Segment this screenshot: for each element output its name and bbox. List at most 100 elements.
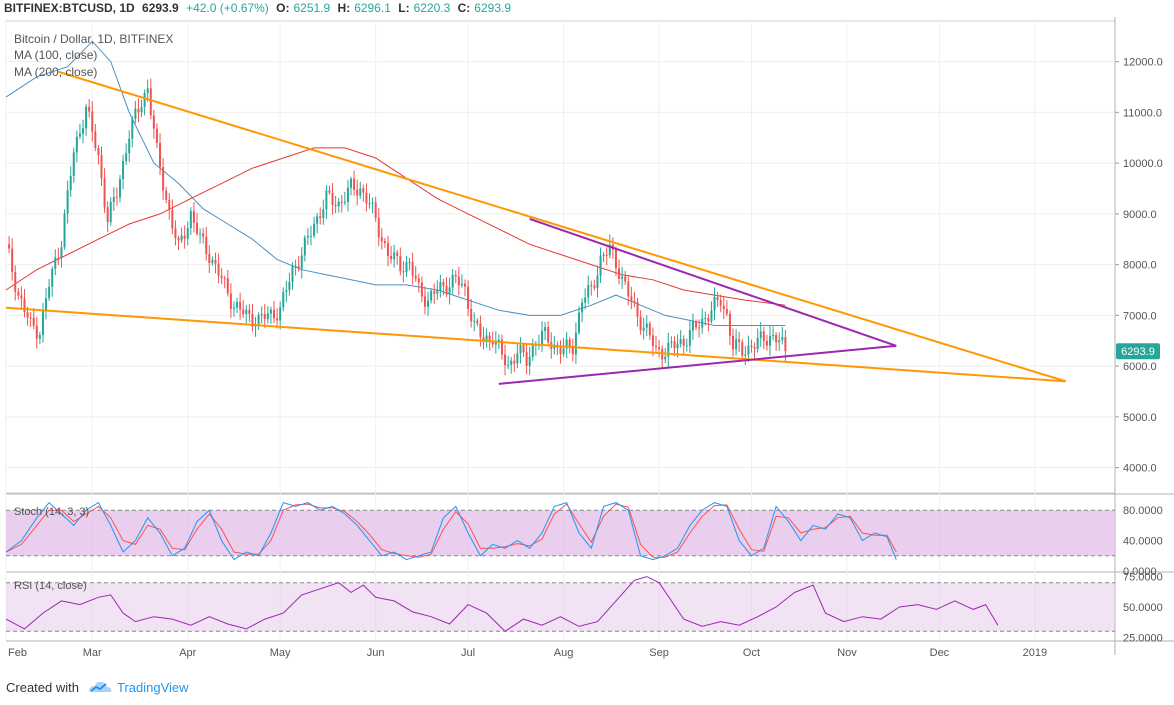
candle-body[interactable] xyxy=(57,257,60,259)
candle-body[interactable] xyxy=(590,285,593,287)
candle-body[interactable] xyxy=(768,336,771,346)
candle-body[interactable] xyxy=(691,321,694,331)
candle-body[interactable] xyxy=(568,339,571,348)
candle-body[interactable] xyxy=(109,201,112,223)
candle-body[interactable] xyxy=(353,178,356,190)
candle-body[interactable] xyxy=(762,331,765,341)
candle-body[interactable] xyxy=(229,293,232,309)
rsi-pane[interactable] xyxy=(5,576,1115,632)
candle-body[interactable] xyxy=(186,228,189,239)
candle-body[interactable] xyxy=(94,131,97,149)
orange-trendline[interactable] xyxy=(58,70,1067,383)
candle-body[interactable] xyxy=(642,327,645,331)
candle-body[interactable] xyxy=(510,360,513,365)
candle-body[interactable] xyxy=(29,317,32,319)
candle-body[interactable] xyxy=(704,318,707,320)
candle-body[interactable] xyxy=(331,192,334,206)
candle-body[interactable] xyxy=(168,199,171,210)
candle-body[interactable] xyxy=(297,266,300,269)
candle-body[interactable] xyxy=(781,337,784,341)
candle-body[interactable] xyxy=(257,314,260,326)
candle-body[interactable] xyxy=(285,290,288,293)
candle-body[interactable] xyxy=(753,347,756,349)
candle-body[interactable] xyxy=(528,356,531,366)
candle-body[interactable] xyxy=(217,263,220,276)
candle-body[interactable] xyxy=(128,138,131,154)
candle-body[interactable] xyxy=(735,339,738,350)
candle-body[interactable] xyxy=(251,313,254,327)
candle-body[interactable] xyxy=(45,298,48,311)
candle-body[interactable] xyxy=(775,334,778,343)
candle-body[interactable] xyxy=(402,271,405,273)
tradingview-link[interactable]: TradingView xyxy=(117,680,189,695)
candle-body[interactable] xyxy=(288,281,291,291)
stoch-k-line[interactable] xyxy=(5,501,897,561)
candle-body[interactable] xyxy=(719,300,722,306)
candle-body[interactable] xyxy=(658,346,661,349)
candle-body[interactable] xyxy=(359,188,362,196)
candle-body[interactable] xyxy=(562,348,565,355)
candle-body[interactable] xyxy=(106,207,109,223)
candle-body[interactable] xyxy=(205,236,208,255)
candle-body[interactable] xyxy=(695,321,698,328)
candle-body[interactable] xyxy=(202,233,205,237)
candle-body[interactable] xyxy=(630,296,633,302)
candle-body[interactable] xyxy=(48,286,51,299)
candle-body[interactable] xyxy=(618,268,621,279)
candle-body[interactable] xyxy=(614,249,617,269)
candle-body[interactable] xyxy=(725,309,728,314)
candle-body[interactable] xyxy=(744,354,747,356)
candle-body[interactable] xyxy=(513,360,516,364)
candle-body[interactable] xyxy=(195,222,198,234)
candle-body[interactable] xyxy=(476,320,479,324)
candle-body[interactable] xyxy=(97,148,100,156)
candle-body[interactable] xyxy=(596,275,599,288)
candle-body[interactable] xyxy=(467,286,470,309)
candle-body[interactable] xyxy=(571,347,574,355)
candle-body[interactable] xyxy=(494,341,497,345)
candle-body[interactable] xyxy=(223,278,226,280)
candle-body[interactable] xyxy=(430,291,433,301)
candle-body[interactable] xyxy=(713,297,716,311)
candle-body[interactable] xyxy=(20,295,23,299)
candle-body[interactable] xyxy=(309,235,312,237)
candle-body[interactable] xyxy=(208,254,211,264)
candle-body[interactable] xyxy=(464,283,467,287)
candle-body[interactable] xyxy=(316,216,319,224)
candle-body[interactable] xyxy=(648,323,651,336)
price-chart[interactable]: 4000.0 5000.0 6000.0 7000.0 8000.0 9000.0 1000… xyxy=(0,17,1174,676)
candle-body[interactable] xyxy=(291,266,294,282)
candle-body[interactable] xyxy=(559,347,562,355)
candle-body[interactable] xyxy=(282,292,285,308)
candle-body[interactable] xyxy=(408,262,411,264)
candle-body[interactable] xyxy=(399,255,402,272)
candle-body[interactable] xyxy=(143,92,146,107)
candle-body[interactable] xyxy=(627,281,630,297)
candle-body[interactable] xyxy=(199,233,202,235)
candle-body[interactable] xyxy=(759,331,762,338)
candle-body[interactable] xyxy=(350,178,353,188)
candle-body[interactable] xyxy=(722,305,725,310)
candle-body[interactable] xyxy=(11,248,14,273)
price-axis[interactable]: 4000.0 5000.0 6000.0 7000.0 8000.0 9000.0 1000… xyxy=(1115,57,1163,645)
candle-body[interactable] xyxy=(140,106,143,113)
candle-body[interactable] xyxy=(716,297,719,301)
candle-body[interactable] xyxy=(236,302,239,308)
candle-body[interactable] xyxy=(639,316,642,331)
candle-body[interactable] xyxy=(707,318,710,322)
candle-body[interactable] xyxy=(32,317,35,326)
candle-body[interactable] xyxy=(263,314,266,320)
candle-body[interactable] xyxy=(423,296,426,307)
candle-body[interactable] xyxy=(414,275,417,279)
candle-body[interactable] xyxy=(328,190,331,193)
candle-body[interactable] xyxy=(621,276,624,279)
candle-body[interactable] xyxy=(624,276,627,282)
candle-body[interactable] xyxy=(531,345,534,357)
candle-body[interactable] xyxy=(78,133,81,137)
candle-body[interactable] xyxy=(738,339,741,343)
candle-body[interactable] xyxy=(155,128,158,143)
candle-body[interactable] xyxy=(14,272,17,292)
stoch-d-line[interactable] xyxy=(5,503,897,558)
candle-body[interactable] xyxy=(362,188,365,193)
candle-body[interactable] xyxy=(445,285,448,295)
